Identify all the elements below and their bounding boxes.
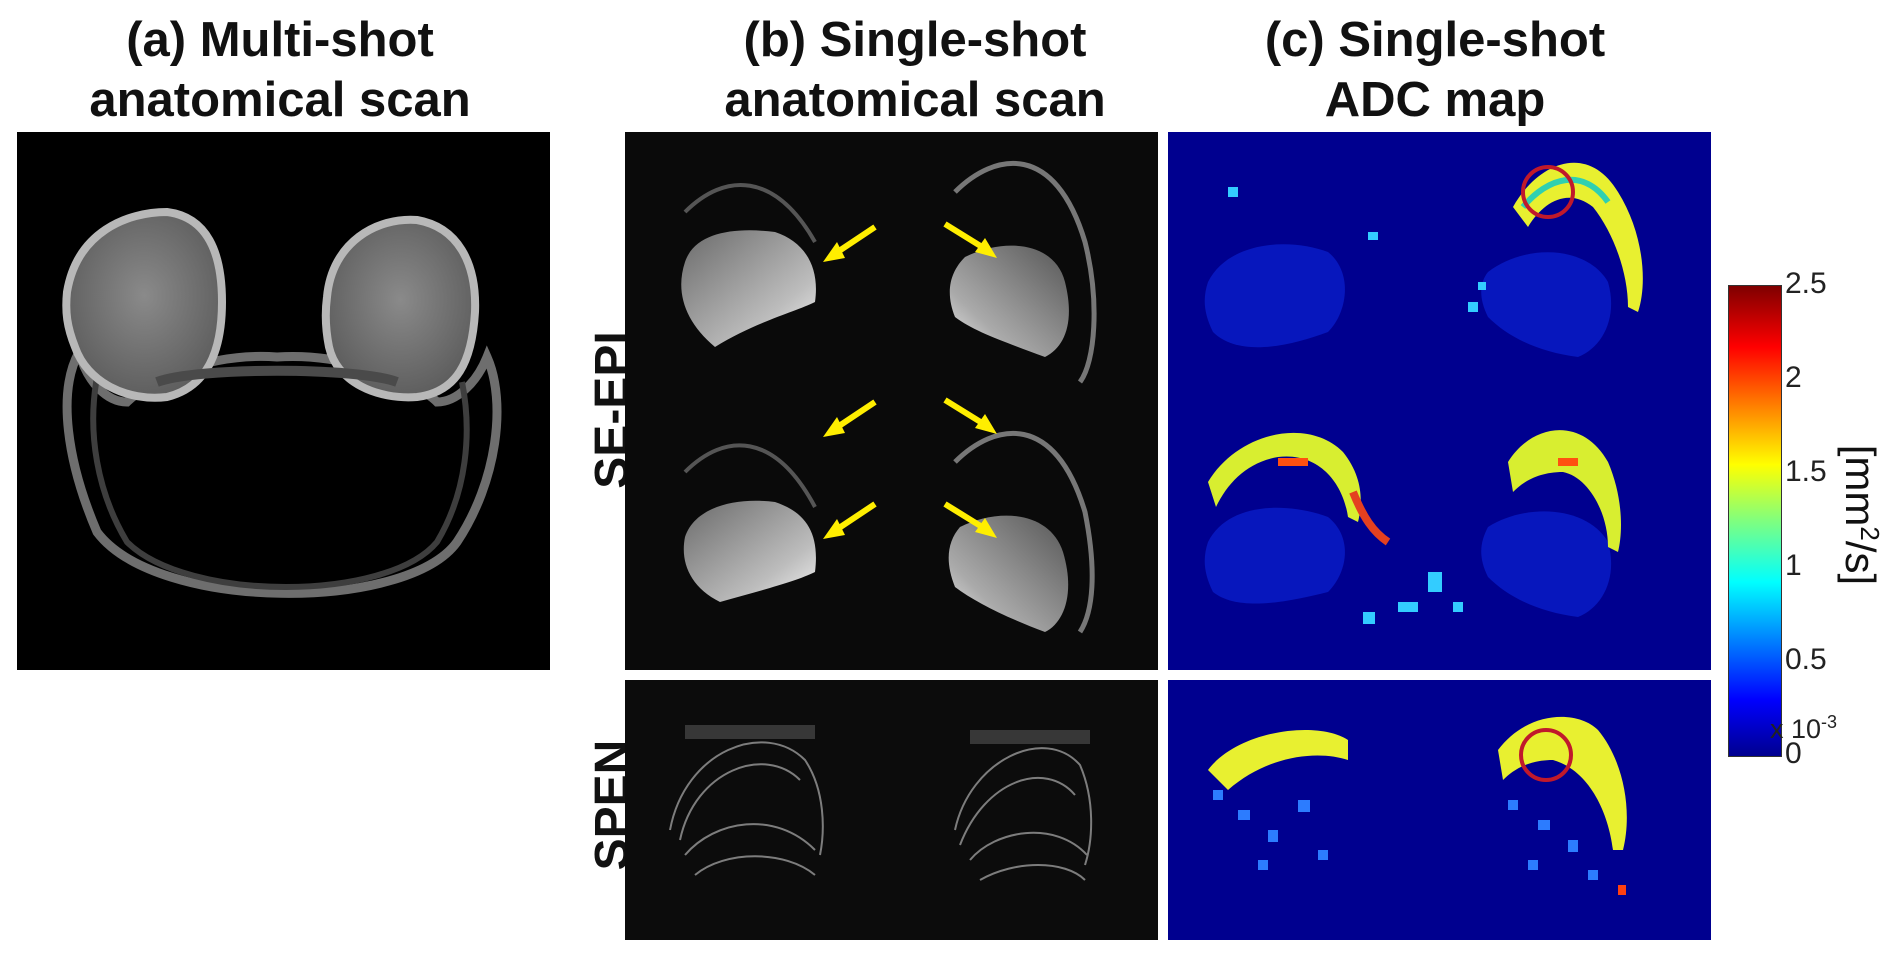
se-epi-adc-map-image [1168,132,1711,670]
colorbar-tick-2: 2 [1785,361,1802,394]
colorbar-multiplier-base: x 10 [1770,714,1822,744]
title-a: (a) Multi-shot anatomical scan [40,10,520,130]
red-circle-roi [1521,165,1575,219]
colorbar-tick-0: 0 [1785,737,1802,770]
panel-a-multishot-image [17,132,550,670]
red-circle-roi-spen [1519,728,1573,782]
colorbar [1728,285,1782,757]
colorbar-multiplier: x 10-3 [1770,712,1837,745]
colorbar-tick-1-5: 1.5 [1785,455,1827,488]
title-c: (c) Single-shot ADC map [1170,10,1700,130]
colorbar-multiplier-exponent: -3 [1821,712,1838,732]
colorbar-tick-2-5: 2.5 [1785,267,1827,300]
title-a-line1: (a) Multi-shot [126,13,434,67]
panel-b-se-epi-image [625,132,1158,670]
multishot-mri-image [17,132,550,670]
title-b-line1: (b) Single-shot [743,13,1087,67]
colorbar-tick-1: 1 [1785,549,1802,582]
panel-b-spen-image [625,680,1158,940]
spen-adc-map-image [1168,680,1711,940]
title-c-line2: ADC map [1324,73,1546,127]
se-epi-mri-image [625,132,1158,670]
unit-prefix: [mm [1837,444,1884,527]
panel-c-spen-adc-map [1168,680,1711,940]
title-c-line1: (c) Single-shot [1264,13,1606,67]
yellow-arrows [823,221,997,539]
colorbar-tick-0-5: 0.5 [1785,643,1827,676]
colorbar-unit-label: [mm2/s] [1835,435,1885,595]
panel-c-se-epi-adc-map [1168,132,1711,670]
title-b-line2: anatomical scan [724,73,1106,127]
title-a-line2: anatomical scan [89,73,471,127]
unit-suffix: /s] [1837,540,1884,586]
title-b: (b) Single-shot anatomical scan [650,10,1180,130]
unit-exponent: 2 [1855,526,1885,541]
spen-mri-image [625,680,1158,940]
